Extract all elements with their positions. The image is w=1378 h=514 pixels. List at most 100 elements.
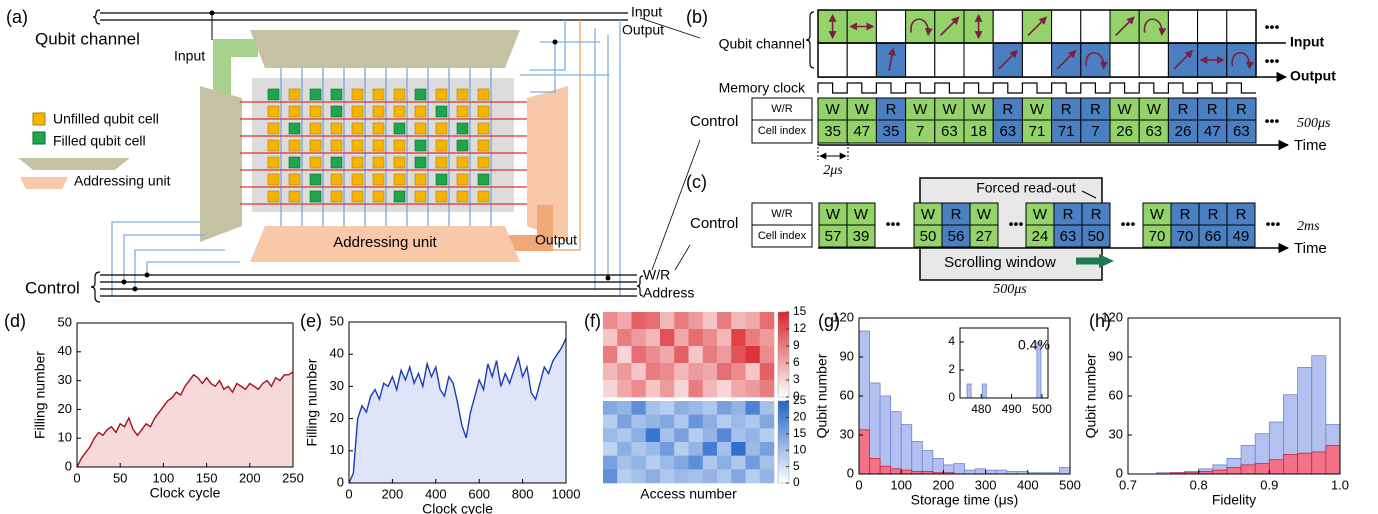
index-label: 63 [999,123,1016,140]
heatmap-cell [603,329,618,347]
heatmap-cell [688,312,704,330]
colorbar [777,400,790,484]
heatmap-cell [688,363,704,381]
index-label: 18 [970,123,987,140]
heatmap-cell [702,312,718,330]
heatmap-cell [617,363,632,381]
index-cell [1226,224,1256,248]
histogram-bar [974,468,986,475]
line [348,337,567,484]
heatmap-cell [617,312,632,330]
y-tick-label: 60 [1109,387,1123,402]
heatmap-cell [702,329,718,347]
heatmap-cell [688,414,704,429]
unfilled-cell [393,105,406,118]
heatmap-cell [645,414,661,429]
op-label: R [1208,206,1219,223]
heatmap-cell [745,455,761,470]
qubit-channel-label: Qubit channel [35,29,140,48]
unfilled-cell [477,105,490,118]
y-tick-label: 0 [65,458,72,473]
spin-glyph [1056,49,1077,70]
filled-cell [456,139,469,152]
op-label: R [1090,101,1101,118]
axes-frame [76,322,294,468]
address-label: Address [643,285,694,301]
heatmap-cell [759,401,775,415]
histogram-bar [1059,467,1071,475]
heatmap-cell [731,401,746,415]
ellipsis: ••• [1009,216,1024,232]
clock-wave [817,82,1256,94]
connector [639,17,701,271]
heatmap-cell [688,442,704,456]
input-label: Input [1290,34,1325,50]
index-cell [846,224,876,248]
x-tick-label: 500 [1032,402,1052,416]
heatmap-cell [731,414,746,429]
colorbar-tick-label: 6 [793,355,800,369]
heatmap-cell [660,455,675,470]
addressing-unit-right [527,86,568,242]
index-label: 49 [1233,228,1250,245]
heatmap-cell [631,428,647,443]
heatmap-cell [731,380,746,398]
unfilled-cell [288,190,301,203]
sequence: W 57 W 39 ••• W 50 R 56 W 27 ••• W 24 R 63 R 50 ••• W 70 R 70 R… [818,202,1280,248]
heatmap-cell [717,380,732,398]
filled-cell [330,88,343,101]
heatmap-cell [603,346,618,364]
spin-glyph [1085,51,1109,70]
y-tick-label: 40 [330,346,344,361]
channel-cell [1080,42,1111,78]
unfilled-cell [456,105,469,118]
heatmap-cell [660,312,675,330]
unfilled-cell [330,173,343,186]
heatmap-cell [674,312,689,330]
unfilled-cell [267,190,280,203]
unfilled-cell [393,139,406,152]
y-tick-label: 4 [948,334,955,348]
unfilled-cell [309,139,322,152]
qubit-channel-label: Qubit channel [719,36,805,52]
heatmap-cell [745,428,761,443]
heatmap-cell [759,329,775,347]
heatmap-cell [631,312,647,330]
addressing-unit-left [200,86,242,242]
heatmap-cell [674,329,689,347]
brace [636,275,644,297]
index-label: 70 [1149,228,1166,245]
y-tick-label: 10 [58,430,72,445]
panel-label: (a) [6,7,28,27]
channel-cell [1109,42,1140,78]
histogram-bar [1254,463,1270,475]
unfilled-cell [288,105,301,118]
channel-cell [1167,9,1199,44]
unfilled-cell [267,122,280,135]
colorbar-tick-label: 15 [793,426,807,440]
heatmap-cell [745,401,761,415]
y-tick-label: 120 [1101,309,1123,324]
filled-cell [477,173,490,186]
spin-glyph [1115,16,1135,37]
heatmap-cell [759,414,775,429]
scroll-arrow-head [1099,254,1114,268]
heatmap-cell [717,455,732,470]
filled-cell [414,156,427,169]
unfilled-cell [477,139,490,152]
heatmap-cell [745,414,761,429]
heatmap-cell [617,442,632,456]
index-label: 35 [883,123,900,140]
heatmap-cell [688,329,704,347]
heatmap-cell [631,363,647,381]
heatmap-cell [702,363,718,381]
heatmap-cell [745,346,761,364]
heatmap-cell [603,442,618,456]
heatmap-cell [645,442,661,456]
y-tick-label: 60 [840,387,854,402]
legend-text: Addressing unit [74,173,171,189]
y-tick-label: 20 [330,410,344,425]
y-tick-label: 0 [1116,465,1123,480]
filled-cell [309,190,322,203]
y-tick-label: 90 [1109,348,1123,363]
